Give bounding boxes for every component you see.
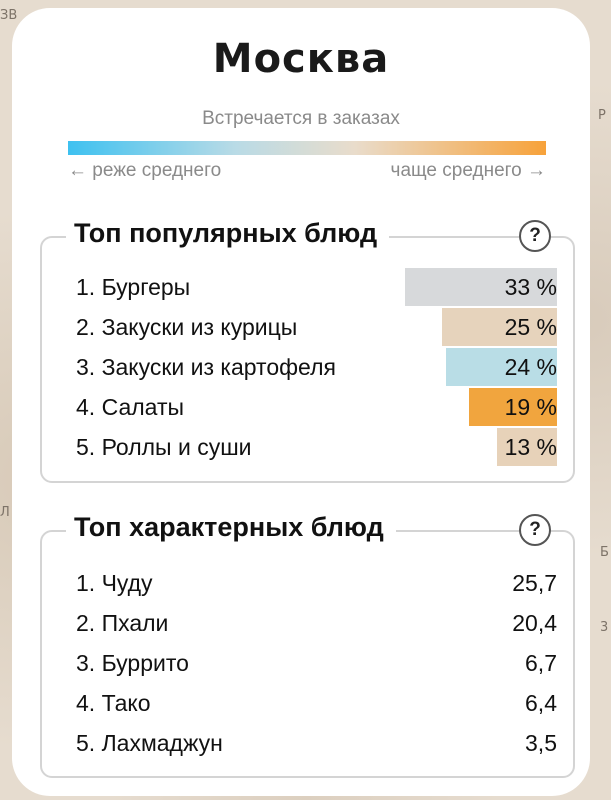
popular-help-button[interactable]: ? <box>519 220 551 252</box>
characteristic-dish-label: 3. Буррито <box>76 650 189 676</box>
popular-dishes-title: Топ популярных блюд <box>66 218 390 249</box>
characteristic-dish-value: 25,7 <box>512 570 557 596</box>
popular-dish-row: 4. Салаты 19 % <box>42 388 573 428</box>
popular-dish-value: 19 % <box>504 394 557 420</box>
characteristic-dish-value: 6,7 <box>525 650 557 676</box>
characteristic-dish-label: 4. Тако <box>76 690 151 716</box>
city-title: Москва <box>212 36 390 82</box>
map-label: 3 <box>600 620 609 635</box>
city-card: Москва Встречается в заказах ← реже сред… <box>12 8 590 796</box>
characteristic-dish-value: 6,4 <box>525 690 557 716</box>
popular-dishes-list: 1. Бургеры 33 % 2. Закуски из курицы 25 % 3.… <box>42 268 573 468</box>
characteristic-dish-row: 2. Пхали 20,4 <box>42 604 573 644</box>
popular-dish-share-bar <box>446 348 557 386</box>
popular-dish-value: 25 % <box>504 314 557 340</box>
characteristic-dish-value: 20,4 <box>512 610 557 636</box>
popular-dish-label: 1. Бургеры <box>76 274 191 300</box>
popular-dish-row: 5. Роллы и суши 13 % <box>42 428 573 468</box>
popular-dish-value: 33 % <box>504 274 557 300</box>
popular-dishes-panel: Топ популярных блюд ? 1. Бургеры 33 % 2. З… <box>40 218 575 483</box>
map-label: Р <box>598 108 606 123</box>
map-label: Б <box>600 545 609 560</box>
popular-dish-label: 4. Салаты <box>76 394 185 420</box>
popular-dish-label: 3. Закуски из картофеля <box>76 354 336 380</box>
popular-dish-share-bar <box>405 268 557 306</box>
question-icon: ? <box>529 519 541 540</box>
map-label: ЗВ <box>0 8 18 23</box>
popular-dish-share-bar <box>469 388 557 426</box>
legend-caption: Встречается в заказах <box>202 108 400 129</box>
characteristic-dish-row: 3. Буррито 6,7 <box>42 644 573 684</box>
characteristic-dish-row: 4. Тако 6,4 <box>42 684 573 724</box>
popular-dish-share-bar <box>497 428 557 466</box>
characteristic-dish-row: 1. Чуду 25,7 <box>42 564 573 604</box>
characteristic-dishes-panel: Топ характерных блюд ? 1. Чуду 25,7 2. Пха… <box>40 512 575 778</box>
characteristic-help-button[interactable]: ? <box>519 514 551 546</box>
popular-dish-label: 5. Роллы и суши <box>76 434 252 460</box>
map-label: Л <box>0 505 10 520</box>
popular-dish-value: 13 % <box>504 434 557 460</box>
characteristic-dish-value: 3,5 <box>525 730 557 756</box>
characteristic-dish-label: 2. Пхали <box>76 610 169 636</box>
popular-dish-share-bar <box>442 308 557 346</box>
popular-dish-value: 24 % <box>504 354 557 380</box>
legend-left-label: ← реже среднего <box>68 160 222 181</box>
popular-dish-label: 2. Закуски из курицы <box>76 314 298 340</box>
legend-right-label: чаще среднего → <box>390 160 546 181</box>
popular-dish-row: 1. Бургеры 33 % <box>42 268 573 308</box>
question-icon: ? <box>529 225 541 246</box>
characteristic-dish-row: 5. Лахмаджун 3,5 <box>42 724 573 764</box>
characteristic-dishes-title: Топ характерных блюд <box>66 512 396 543</box>
characteristic-dish-label: 1. Чуду <box>76 570 153 596</box>
popular-dish-row: 2. Закуски из курицы 25 % <box>42 308 573 348</box>
legend-gradient-bar <box>68 141 546 155</box>
characteristic-dishes-list: 1. Чуду 25,7 2. Пхали 20,4 3. Буррито 6,7 4. Т… <box>42 564 573 764</box>
popular-dish-row: 3. Закуски из картофеля 24 % <box>42 348 573 388</box>
characteristic-dish-label: 5. Лахмаджун <box>76 730 223 756</box>
